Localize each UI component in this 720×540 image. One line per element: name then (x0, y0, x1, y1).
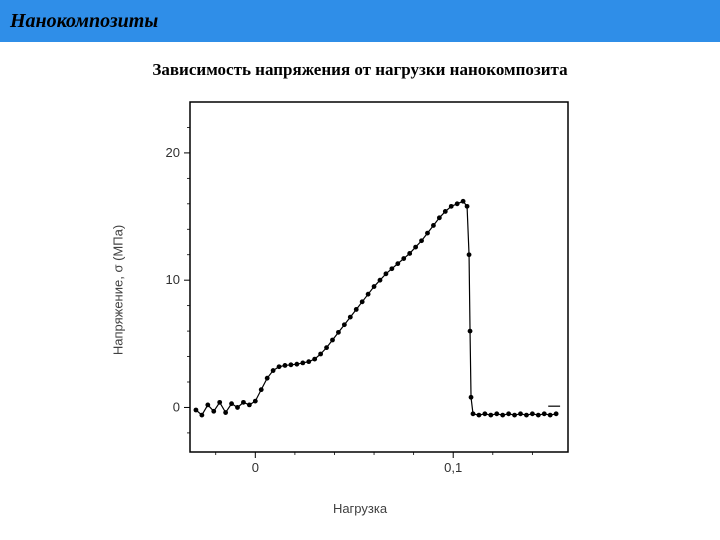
x-axis-label: Нагрузка (140, 501, 580, 516)
header-title: Нанокомпозиты (10, 10, 158, 33)
svg-text:0: 0 (252, 460, 259, 475)
stress-load-chart: 0 10 20 0 0,1 (140, 90, 580, 490)
svg-text:20: 20 (166, 145, 180, 160)
header-bar: Нанокомпозиты (0, 0, 720, 42)
svg-text:0,1: 0,1 (444, 460, 462, 475)
chart-subtitle: Зависимость напряжения от нагрузки нанок… (0, 60, 720, 80)
svg-text:0: 0 (173, 399, 180, 414)
chart-container: 0102000,1 Напряжение, σ (МПа) Нагрузка (140, 90, 580, 490)
y-axis-label: Напряжение, σ (МПа) (111, 225, 126, 355)
svg-text:10: 10 (166, 272, 180, 287)
